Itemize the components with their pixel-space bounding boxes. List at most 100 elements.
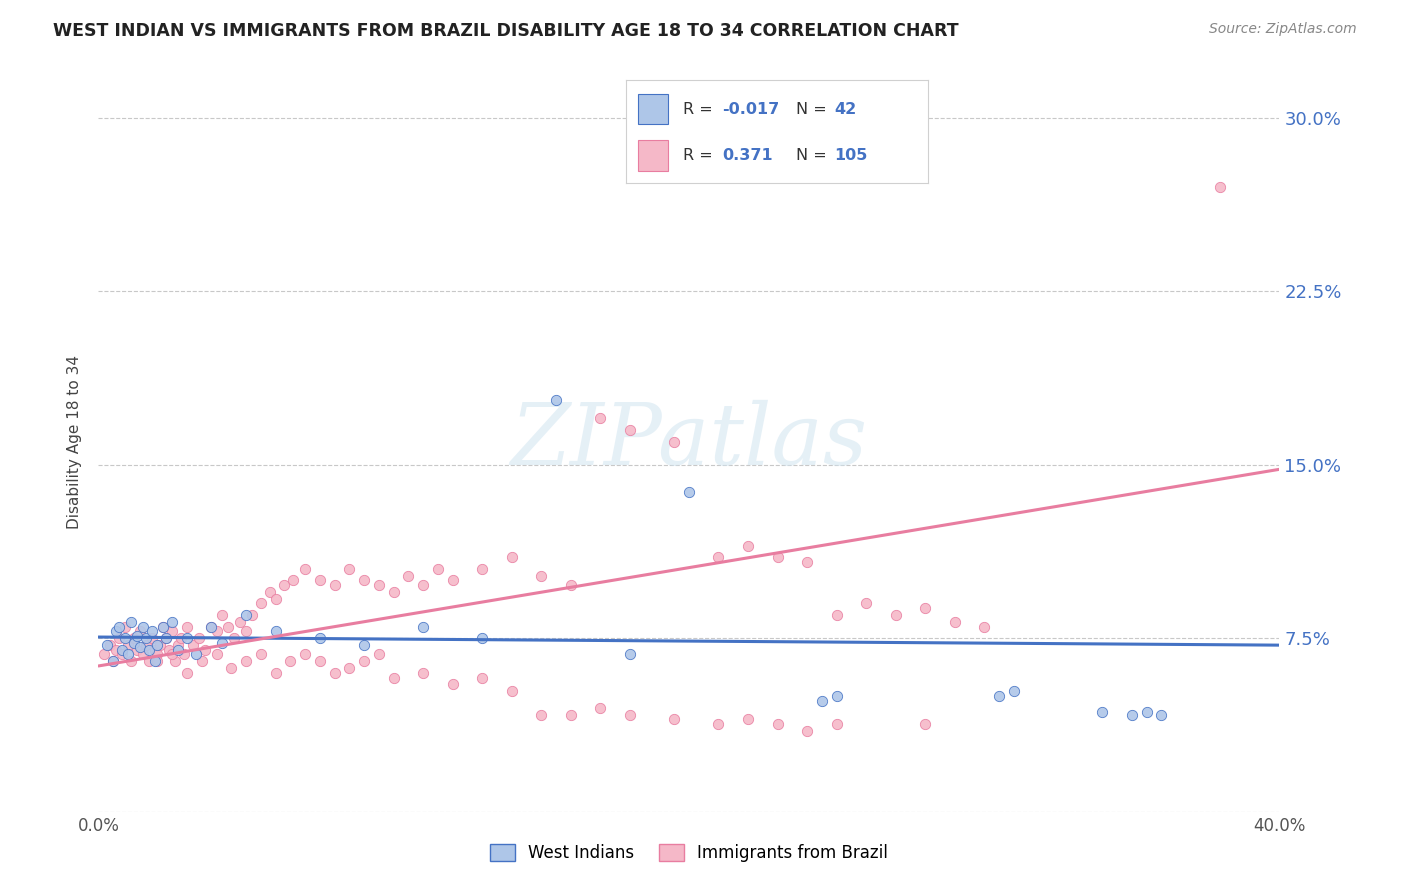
Text: R =: R =	[683, 148, 718, 162]
Text: WEST INDIAN VS IMMIGRANTS FROM BRAZIL DISABILITY AGE 18 TO 34 CORRELATION CHART: WEST INDIAN VS IMMIGRANTS FROM BRAZIL DI…	[53, 22, 959, 40]
Point	[619, 707, 641, 722]
Point	[283, 574, 305, 588]
Point	[235, 624, 257, 639]
Point	[471, 631, 494, 645]
Point	[796, 555, 818, 569]
Point	[368, 578, 391, 592]
Point	[294, 648, 316, 662]
Point	[323, 665, 346, 680]
Point	[309, 574, 332, 588]
Point	[825, 716, 848, 731]
Point	[259, 585, 281, 599]
Point	[339, 562, 361, 576]
Point	[1209, 180, 1232, 194]
Y-axis label: Disability Age 18 to 34: Disability Age 18 to 34	[67, 354, 83, 529]
Point	[170, 631, 193, 645]
Point	[707, 716, 730, 731]
Point	[157, 642, 180, 657]
Point	[339, 661, 361, 675]
Point	[122, 636, 145, 650]
Point	[943, 615, 966, 629]
Point	[368, 648, 391, 662]
Point	[810, 694, 832, 708]
Text: -0.017: -0.017	[723, 102, 780, 117]
Point	[1150, 707, 1173, 722]
Point	[167, 638, 190, 652]
Point	[120, 654, 142, 668]
Point	[1121, 707, 1143, 722]
Point	[128, 640, 150, 655]
Point	[191, 654, 214, 668]
Point	[176, 665, 198, 680]
Point	[619, 648, 641, 662]
Point	[664, 712, 686, 726]
Point	[125, 642, 148, 657]
Point	[120, 615, 142, 629]
Point	[181, 638, 204, 652]
Point	[152, 619, 174, 633]
Point	[619, 423, 641, 437]
Point	[200, 619, 222, 633]
Point	[280, 654, 302, 668]
Text: R =: R =	[683, 102, 718, 117]
Point	[176, 619, 198, 633]
Point	[914, 716, 936, 731]
Point	[441, 574, 464, 588]
Point	[353, 638, 375, 652]
Point	[1091, 705, 1114, 719]
Point	[353, 654, 375, 668]
Point	[264, 624, 287, 639]
Point	[217, 619, 239, 633]
Point	[93, 648, 115, 662]
Point	[825, 608, 848, 623]
Text: 105: 105	[834, 148, 868, 162]
Point	[766, 550, 789, 565]
Point	[530, 568, 553, 582]
Point	[427, 562, 450, 576]
Point	[128, 624, 150, 639]
Point	[221, 661, 243, 675]
Point	[273, 578, 295, 592]
Point	[412, 665, 434, 680]
Point	[560, 707, 582, 722]
Point	[162, 648, 183, 662]
Point	[165, 654, 187, 668]
Point	[125, 629, 148, 643]
Point	[589, 700, 612, 714]
Point	[309, 654, 332, 668]
Point	[105, 642, 128, 657]
Point	[398, 568, 420, 582]
Point	[441, 677, 464, 691]
Point	[560, 578, 582, 592]
Point	[382, 585, 405, 599]
Text: 42: 42	[834, 102, 856, 117]
Point	[235, 654, 257, 668]
Text: N =: N =	[796, 102, 832, 117]
Point	[143, 654, 166, 668]
Text: Source: ZipAtlas.com: Source: ZipAtlas.com	[1209, 22, 1357, 37]
Point	[914, 601, 936, 615]
Point	[167, 642, 190, 657]
Point	[103, 654, 125, 668]
Point	[103, 654, 125, 668]
Point	[108, 619, 131, 633]
Point	[155, 631, 177, 645]
Bar	[638, 140, 668, 170]
Point	[240, 608, 263, 623]
Point	[224, 631, 246, 645]
Point	[122, 631, 145, 645]
Point	[264, 665, 287, 680]
Point	[149, 638, 172, 652]
Text: ZIPatlas: ZIPatlas	[510, 401, 868, 483]
Point	[766, 716, 789, 731]
Point	[250, 648, 273, 662]
Point	[664, 434, 686, 449]
Point	[825, 689, 848, 703]
Bar	[638, 94, 668, 124]
Point	[412, 619, 434, 633]
Point	[117, 638, 139, 652]
Point	[152, 619, 174, 633]
Point	[114, 631, 136, 645]
Point	[162, 624, 183, 639]
Legend: West Indians, Immigrants from Brazil: West Indians, Immigrants from Brazil	[481, 835, 897, 870]
